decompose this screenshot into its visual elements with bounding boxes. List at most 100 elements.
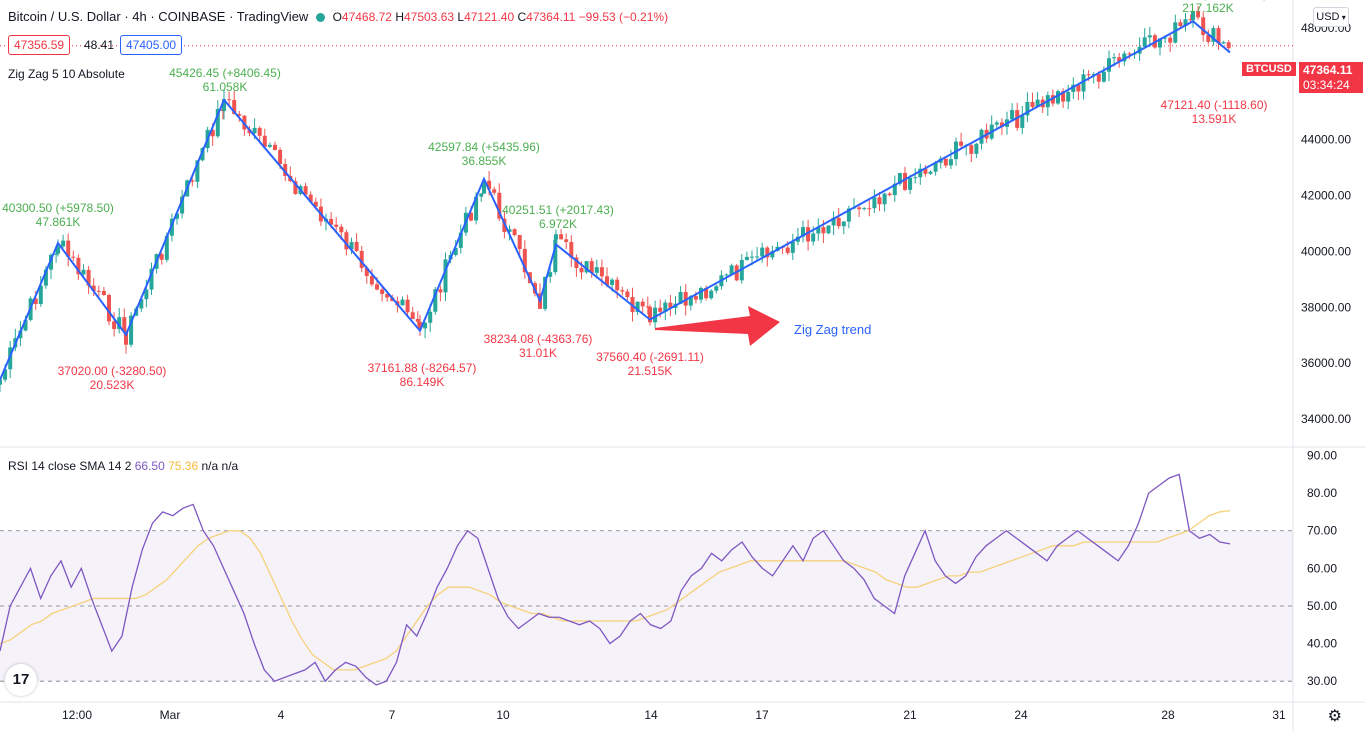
candle-body — [841, 221, 846, 227]
candle-body — [1066, 91, 1071, 102]
candle-body — [1091, 73, 1096, 76]
candle-body — [1086, 74, 1091, 76]
candle-body — [1196, 10, 1201, 18]
candle-body — [237, 114, 242, 116]
candle-body — [117, 317, 122, 329]
gear-icon[interactable]: ⚙ — [1327, 708, 1342, 725]
price-tick-label: 36000.00 — [1301, 356, 1351, 370]
candle-body — [553, 239, 558, 273]
candle-body — [785, 247, 790, 253]
candle-body — [836, 217, 841, 227]
candle-body — [252, 127, 257, 134]
pivot-label: 47121.40 (-1118.60) — [1161, 98, 1268, 112]
countdown-tag: 03:34:24 — [1299, 77, 1363, 93]
candle-body — [1010, 110, 1015, 120]
candle-body — [522, 248, 527, 273]
candle-body — [1183, 19, 1188, 27]
candle-body — [487, 180, 492, 190]
price-tick-label: 40000.00 — [1301, 244, 1351, 258]
candle-body — [175, 213, 179, 219]
candle-body — [56, 246, 60, 254]
candle-body — [349, 241, 354, 250]
candle-body — [418, 321, 422, 329]
candle-body — [1191, 10, 1195, 21]
ask-price-button[interactable]: 47405.00 — [120, 35, 183, 55]
candle-body — [3, 369, 8, 380]
candle-body — [61, 240, 66, 247]
zigzag-indicator-label[interactable]: Zig Zag 5 10 Absolute — [8, 67, 125, 81]
time-tick-label: 28 — [1161, 708, 1175, 722]
candle-body — [107, 295, 111, 322]
pivot-volume-label: 13.591K — [1192, 112, 1237, 126]
pivot-label: 42597.84 (+5435.96) — [428, 140, 540, 154]
candle-body — [668, 302, 673, 308]
rsi-sma-line — [0, 509, 1231, 671]
candle-body — [303, 186, 308, 195]
candle-body — [278, 149, 283, 164]
candle-body — [195, 160, 200, 182]
na-value-1: n/a — [201, 459, 219, 473]
candle-body — [816, 227, 821, 234]
bid-price-button[interactable]: 47356.59 — [8, 35, 71, 55]
pivot-volume-label: 61.058K — [203, 80, 248, 94]
candle-body — [1163, 37, 1168, 39]
candle-body — [750, 256, 754, 258]
candle-body — [1127, 53, 1132, 55]
rsi-tick-label: 30.00 — [1307, 674, 1337, 688]
candle-body — [948, 159, 953, 166]
time-tick-label: 14 — [644, 708, 658, 722]
candle-body — [293, 181, 298, 194]
candle-body — [71, 256, 76, 258]
candle-body — [1142, 37, 1147, 47]
candle-body — [227, 99, 232, 101]
candle-body — [273, 144, 277, 150]
tradingview-logo[interactable]: 17 — [5, 664, 37, 696]
candle-body — [683, 291, 688, 306]
rsi-legend[interactable]: RSI 14 close SMA 14 2 66.50 75.36 n/a n/… — [8, 459, 238, 473]
candle-body — [339, 226, 344, 233]
candle-body — [180, 196, 185, 214]
candle-body — [653, 307, 658, 323]
pivot-label: 45426.45 (+8406.45) — [169, 66, 281, 80]
candle-body — [66, 240, 71, 257]
time-tick-label: 12:00 — [62, 708, 92, 722]
candle-body — [559, 234, 564, 240]
candle-body — [1226, 42, 1231, 48]
pivot-label: 38234.08 (-4363.76) — [484, 332, 593, 346]
candle-body — [33, 298, 38, 305]
candle-body — [648, 306, 652, 323]
pivot-label: 37560.40 (-2691.11) — [596, 350, 704, 364]
candle-body — [1030, 101, 1035, 107]
candle-body — [262, 135, 267, 147]
currency-select[interactable]: USD ▾ — [1313, 7, 1349, 27]
candle-body — [124, 331, 128, 345]
candle-body — [1061, 91, 1066, 102]
candle-body — [159, 254, 164, 260]
candle-body — [658, 307, 663, 312]
candle-body — [517, 235, 522, 249]
rsi-legend-label: RSI 14 close SMA 14 2 — [8, 459, 132, 473]
candle-body — [375, 284, 379, 290]
candle-body — [405, 299, 410, 313]
candle-body — [1206, 34, 1211, 42]
candle-body — [23, 319, 28, 331]
candle-body — [354, 241, 359, 251]
pivot-volume-label: 21.515K — [628, 364, 673, 378]
symbol-title: Bitcoin / U.S. Dollar · 4h · COINBASE · … — [8, 9, 309, 24]
candle-body — [801, 227, 805, 237]
time-tick-label: 7 — [389, 708, 396, 722]
candle-body — [599, 267, 604, 277]
candle-body — [1188, 19, 1193, 21]
pivot-volume-label: 47.861K — [36, 215, 81, 229]
candle-body — [1211, 28, 1216, 42]
candle-body — [428, 311, 433, 323]
candle-body — [811, 233, 816, 242]
candle-body — [308, 194, 313, 202]
candle-body — [149, 268, 154, 290]
candle-body — [492, 189, 497, 193]
rsi-tick-label: 70.00 — [1307, 524, 1337, 538]
candle-body — [688, 296, 693, 306]
candle-body — [755, 256, 760, 258]
pivot-volume-label: 217.162K — [1182, 1, 1233, 15]
